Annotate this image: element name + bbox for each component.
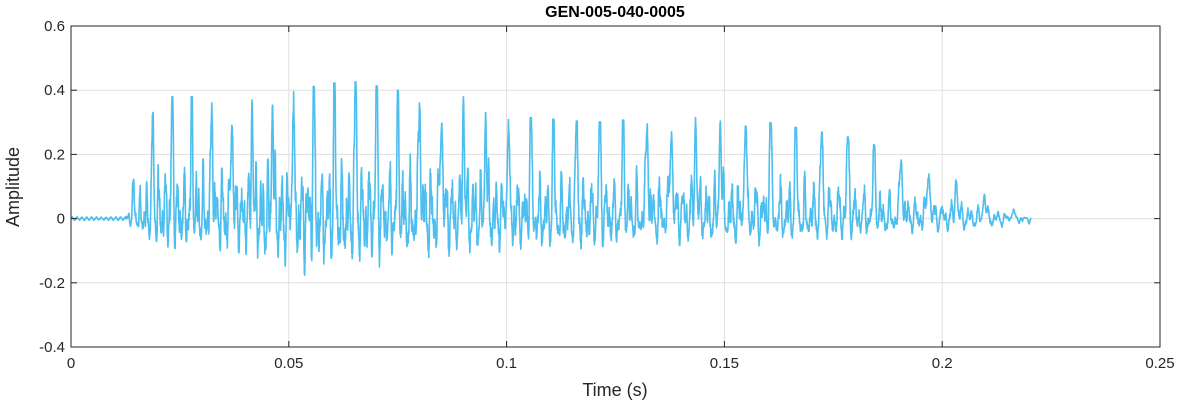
x-tick-label: 0.1 bbox=[496, 355, 517, 372]
y-tick-label: 0.2 bbox=[44, 146, 65, 163]
y-tick-label: -0.4 bbox=[39, 339, 65, 356]
x-tick-label: 0.25 bbox=[1145, 355, 1174, 372]
x-tick-label: 0.15 bbox=[710, 355, 739, 372]
x-tick-label: 0.05 bbox=[274, 355, 303, 372]
x-tick-labels: 0 0.05 0.1 0.15 0.2 0.25 bbox=[67, 355, 1175, 372]
y-tick-label: -0.2 bbox=[39, 275, 65, 292]
axis-ticks bbox=[70, 25, 1161, 348]
y-tick-labels: -0.4 -0.2 0 0.2 0.4 0.6 bbox=[39, 18, 65, 356]
series-line bbox=[70, 80, 1033, 277]
x-tick-label: 0.2 bbox=[932, 355, 953, 372]
y-tick-label: 0.6 bbox=[44, 18, 65, 35]
x-tick-label: 0 bbox=[67, 355, 75, 372]
plot-area-frame bbox=[70, 25, 1161, 348]
y-tick-label: 0.4 bbox=[44, 82, 65, 99]
x-axis-label: Time (s) bbox=[582, 380, 647, 400]
chart-title: GEN-005-040-0005 bbox=[545, 4, 685, 21]
y-tick-label: 0 bbox=[57, 211, 65, 228]
series-group bbox=[70, 80, 1033, 277]
y-axis-label: Amplitude bbox=[3, 147, 23, 227]
